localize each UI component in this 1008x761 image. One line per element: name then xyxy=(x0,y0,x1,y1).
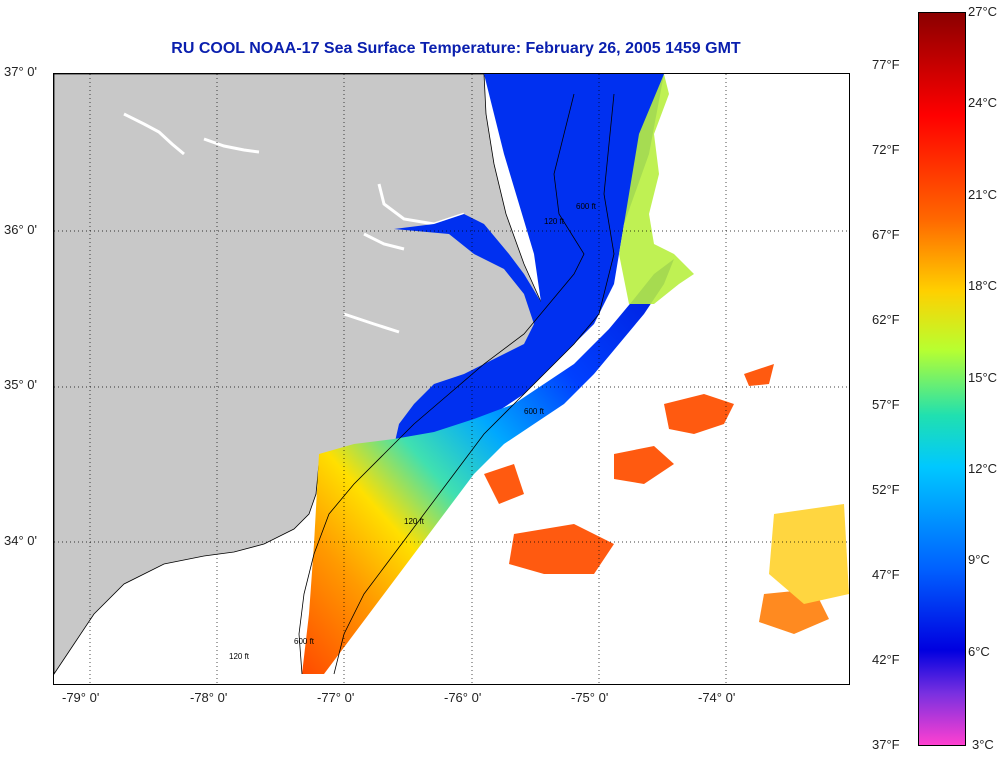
fahrenheit-label: 72°F xyxy=(872,142,900,157)
celsius-label: 6°C xyxy=(968,644,990,659)
celsius-label: 27°C xyxy=(968,4,998,19)
cold-water xyxy=(394,74,664,454)
contour-label: 120 ft xyxy=(229,652,250,661)
celsius-label: 24°C xyxy=(968,95,998,110)
celsius-label: 15°C xyxy=(968,370,998,385)
map-title: RU COOL NOAA-17 Sea Surface Temperature:… xyxy=(171,40,741,57)
celsius-label: 18°C xyxy=(968,278,998,293)
contour-label: 120 ft xyxy=(544,217,565,226)
lon-label: -79° 0' xyxy=(62,690,100,705)
fahrenheit-label: 62°F xyxy=(872,312,900,327)
sst-map[interactable]: 600 ft 120 ft 600 ft 120 ft 600 ft 120 f… xyxy=(53,73,850,685)
lon-label: -74° 0' xyxy=(698,690,736,705)
river-lines xyxy=(123,112,465,334)
fahrenheit-label: 67°F xyxy=(872,227,900,242)
graticule xyxy=(54,74,849,684)
lat-label: 34° 0' xyxy=(4,533,37,548)
contour-label: 600 ft xyxy=(294,637,315,646)
lon-label: -78° 0' xyxy=(190,690,228,705)
lon-label: -77° 0' xyxy=(317,690,355,705)
lat-label: 37° 0' xyxy=(4,64,37,79)
depth-contours xyxy=(298,93,615,675)
celsius-label: 3°C xyxy=(972,737,994,752)
lat-label: 36° 0' xyxy=(4,222,37,237)
celsius-label: 21°C xyxy=(968,187,998,202)
celsius-label: 9°C xyxy=(968,552,990,567)
ne-yellow-patch xyxy=(769,504,849,604)
celsius-label: 12°C xyxy=(968,461,998,476)
color-scale-bar xyxy=(918,12,966,746)
contour-label: 600 ft xyxy=(576,202,597,211)
fahrenheit-label: 42°F xyxy=(872,652,900,667)
sst-map-canvas: 600 ft 120 ft 600 ft 120 ft 600 ft 120 f… xyxy=(54,74,849,684)
lon-label: -75° 0' xyxy=(571,690,609,705)
shelf-gradient xyxy=(302,259,674,674)
contour-label: 120 ft xyxy=(404,517,425,526)
fahrenheit-label: 47°F xyxy=(872,567,900,582)
fahrenheit-label: 52°F xyxy=(872,482,900,497)
lat-label: 35° 0' xyxy=(4,377,37,392)
warm-patches xyxy=(484,364,829,634)
lon-label: -76° 0' xyxy=(444,690,482,705)
fahrenheit-label: 37°F xyxy=(872,737,900,752)
fahrenheit-label: 57°F xyxy=(872,397,900,412)
fahrenheit-label: 77°F xyxy=(872,57,900,72)
contour-label: 600 ft xyxy=(524,407,545,416)
plume xyxy=(619,74,694,304)
